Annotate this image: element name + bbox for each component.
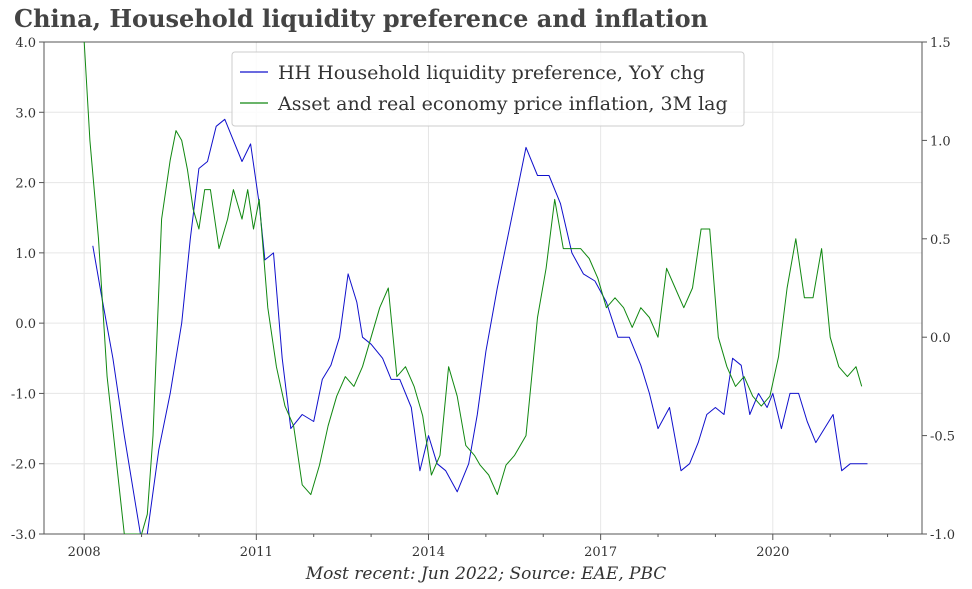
legend-label-liquidity: HH Household liquidity preference, YoY c… (278, 62, 705, 84)
x-tick-label: 2008 (68, 545, 101, 560)
plot-frame (43, 41, 923, 535)
x-tick-label: 2011 (240, 545, 273, 560)
y-left-tick-label: 1.0 (15, 247, 36, 262)
y-right-tick-label: -0.5 (930, 430, 955, 445)
y-left-tick-label: -2.0 (11, 458, 36, 473)
legend: HH Household liquidity preference, YoY c… (231, 51, 745, 127)
y-left-tick-label: 4.0 (15, 36, 36, 51)
y-left-tick-label: 0.0 (15, 317, 36, 332)
y-left-tick-label: 2.0 (15, 177, 36, 192)
y-left-tick-label: 3.0 (15, 106, 36, 121)
x-axis: 2008 2011 2014 2017 2020 (68, 534, 889, 560)
x-tick-label: 2017 (584, 545, 617, 560)
y-axis-right: -1.0 -0.5 0.0 0.5 1.0 1.5 (922, 36, 955, 543)
series-line-liquidity (92, 118, 868, 534)
y-axis-left: -3.0 -2.0 -1.0 0.0 1.0 2.0 3.0 4.0 (11, 36, 44, 543)
x-tick-label: 2014 (412, 545, 445, 560)
y-left-tick-label: -3.0 (11, 528, 36, 543)
y-right-tick-label: 0.5 (930, 233, 951, 248)
y-left-tick-label: -1.0 (11, 387, 36, 402)
y-right-tick-label: 1.0 (930, 134, 951, 149)
y-right-tick-label: 0.0 (930, 331, 951, 346)
series-line-inflation (83, 42, 863, 534)
y-right-tick-label: -1.0 (930, 528, 955, 543)
legend-box (231, 51, 745, 127)
y-right-tick-label: 1.5 (930, 36, 951, 51)
chart-title: China, Household liquidity preference an… (14, 4, 709, 33)
x-tick-label: 2020 (756, 545, 789, 560)
chart-caption: Most recent: Jun 2022; Source: EAE, PBC (305, 564, 667, 584)
line-chart: 2008 2011 2014 2017 2020 -3.0 -2.0 -1.0 0.0 1.0 2… (11, 36, 955, 560)
series-layer (83, 42, 868, 534)
legend-label-inflation: Asset and real economy price inflation, … (277, 93, 728, 115)
